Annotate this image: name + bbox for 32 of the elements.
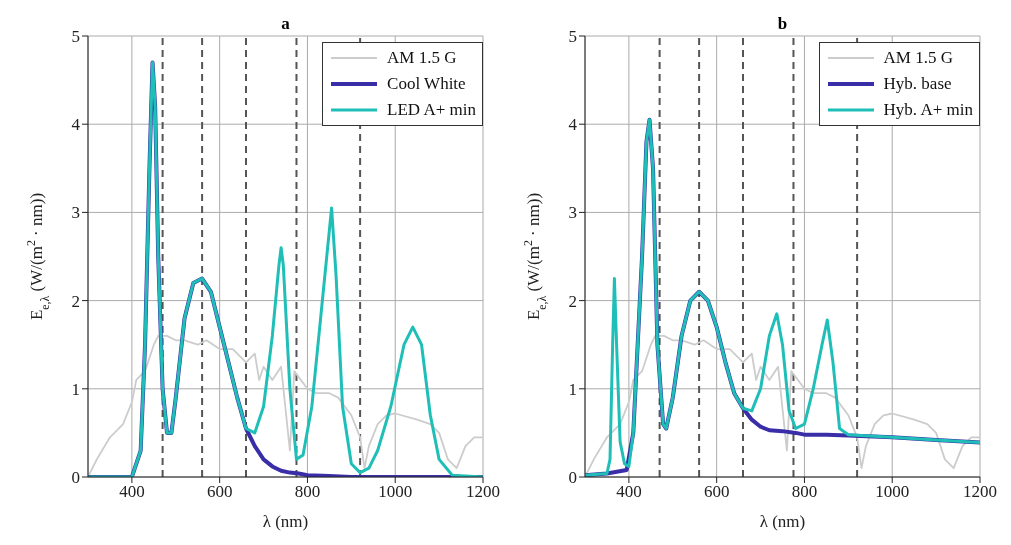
- y-tick-label: 4: [568, 115, 578, 135]
- x-tick-label: 400: [616, 482, 642, 502]
- y-tick-label: 1: [71, 379, 80, 399]
- y-tick-label: 0: [568, 468, 577, 488]
- x-axis-title: λ (nm): [262, 512, 309, 531]
- legend-label: AM 1.5 G: [387, 47, 457, 69]
- x-tick-label: 600: [206, 482, 233, 502]
- y-tick-label: 0: [71, 468, 80, 488]
- x-tick-label: 1000: [378, 482, 413, 502]
- x-tick-label: 400: [119, 482, 145, 502]
- legend-label: LED A+ min: [387, 99, 476, 121]
- y-tick-label: 3: [71, 203, 80, 223]
- x-tick-label: 1000: [875, 482, 910, 502]
- y-tick-label: 2: [71, 291, 80, 311]
- chart-title: b: [776, 14, 789, 34]
- y-tick-label: 2: [568, 291, 577, 311]
- x-tick-label: 1200: [963, 482, 997, 502]
- x-tick-label: 1200: [466, 482, 500, 502]
- y-tick-label: 5: [71, 27, 80, 47]
- y-tick-label: 5: [568, 27, 577, 47]
- legend-label: Hyb. base: [883, 73, 952, 95]
- legend-label: Hyb. A+ min: [883, 99, 973, 121]
- x-tick-label: 800: [791, 482, 818, 502]
- legend-label: Cool White: [387, 73, 466, 95]
- y-tick-label: 4: [71, 115, 81, 135]
- x-tick-label: 600: [703, 482, 730, 502]
- y-tick-label: 1: [568, 379, 577, 399]
- x-axis-title: λ (nm): [759, 512, 806, 531]
- chart-title: a: [280, 14, 291, 34]
- x-tick-label: 800: [294, 482, 321, 502]
- legend-label: AM 1.5 G: [883, 47, 954, 69]
- y-tick-label: 3: [568, 203, 577, 223]
